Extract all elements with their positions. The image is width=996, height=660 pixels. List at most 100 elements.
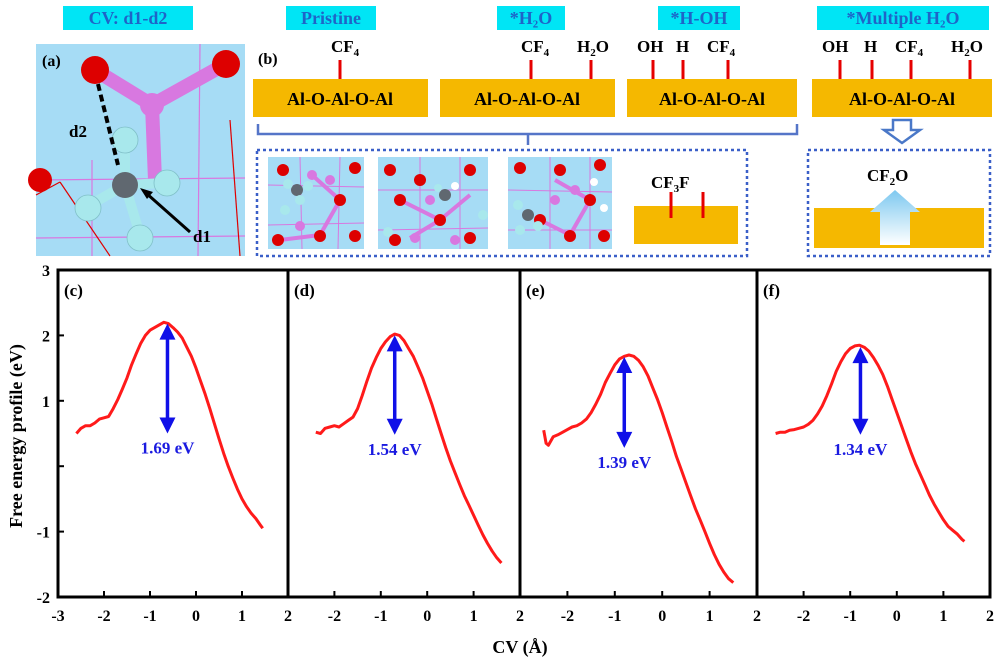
- d2-dashed-line: [96, 83, 120, 166]
- oxygen-atom: [212, 50, 240, 78]
- panel-b-label: (b): [258, 51, 278, 68]
- species-oh: OH: [637, 37, 663, 56]
- x-tick-label: -1: [844, 608, 857, 625]
- y-axis-label: Free energy profile (eV): [6, 344, 27, 528]
- al-o-bond-3: [145, 104, 162, 181]
- x-tick-label: 0: [658, 608, 666, 625]
- y-tick-label: 3: [42, 263, 50, 280]
- barrier-arrowhead-down: [386, 418, 403, 435]
- barrier-arrowhead-up: [159, 323, 176, 340]
- slab: [812, 79, 992, 117]
- x-tick-label: 2: [986, 608, 994, 625]
- up-arrow: [870, 190, 920, 245]
- d1-arrow: [145, 191, 191, 234]
- slab-multi: OH H CF4 H2O Al-O-Al-O-Al: [812, 37, 992, 117]
- y-tick-label: 1: [42, 394, 50, 411]
- species-oh: OH: [822, 37, 848, 56]
- product-cf2o-label: CF2O: [867, 166, 908, 188]
- panel-label: (c): [64, 281, 83, 300]
- hoh-label-bg: [658, 6, 740, 30]
- species-h: H: [676, 37, 689, 56]
- slab-h2o: CF4 H2O Al-O-Al-O-Al: [440, 37, 615, 117]
- dotted-box-products: [255, 148, 749, 258]
- energy-curve: [775, 343, 966, 543]
- structure-thumbnail-3: [507, 157, 613, 249]
- species-cf4: CF4: [895, 37, 924, 59]
- barrier-arrowhead-up: [616, 356, 633, 373]
- carbon-atom: [112, 172, 138, 198]
- x-tick-label: 0: [893, 608, 901, 625]
- barrier-arrowhead-down: [616, 431, 633, 448]
- panel-a-label: (a): [42, 53, 61, 70]
- x-tick-label: 1: [706, 608, 714, 625]
- x-tick-label: 2: [753, 608, 761, 625]
- energy-curve: [542, 353, 735, 584]
- species-h: H: [864, 37, 877, 56]
- x-tick-label: 0: [423, 608, 431, 625]
- x-tick-label: 1: [470, 608, 478, 625]
- barrier-arrowhead-down: [159, 417, 176, 434]
- x-tick-label: 2: [284, 608, 292, 625]
- x-tick-label: -2: [797, 608, 810, 625]
- panel-a: (a) d2 d1: [28, 43, 246, 257]
- slab-text: Al-O-Al-O-Al: [474, 89, 580, 109]
- pristine-label-bg: [286, 6, 376, 30]
- slab-hoh: OH H CF4 Al-O-Al-O-Al: [627, 37, 797, 117]
- bracket: [256, 124, 799, 145]
- species-cf4: CF4: [707, 37, 736, 59]
- slab: [253, 79, 428, 117]
- hoh-label: *H-OH: [671, 8, 728, 28]
- x-tick-label: -2: [97, 608, 110, 625]
- product-cf3f: CF3F: [634, 173, 738, 244]
- barrier-arrowhead-up: [852, 347, 869, 364]
- oxygen-atom: [28, 168, 52, 192]
- x-tick-label: 1: [939, 608, 947, 625]
- x-tick-label: 0: [192, 608, 200, 625]
- species-cf4: CF4: [331, 37, 360, 59]
- slab: [440, 79, 615, 117]
- x-tick-label: -2: [561, 608, 574, 625]
- barrier-arrowhead-down: [852, 418, 869, 435]
- dotted-box-cf2o: [806, 148, 992, 258]
- energy-curve: [315, 332, 503, 564]
- x-tick-label: -1: [143, 608, 156, 625]
- multi-label-bg: [817, 6, 989, 30]
- h2o-label: *H₂O: [510, 8, 552, 28]
- cv-label-bg: [63, 6, 193, 30]
- barrier-label: 1.69 eV: [141, 439, 196, 458]
- slab-text: Al-O-Al-O-Al: [287, 89, 393, 109]
- product-cf2o: CF2O: [814, 166, 984, 248]
- x-tick-label: -3: [51, 608, 64, 625]
- d2-label: d2: [69, 122, 87, 141]
- y-tick-label: -2: [37, 590, 50, 607]
- slab-text: Al-O-Al-O-Al: [659, 89, 765, 109]
- barrier-label: 1.39 eV: [597, 453, 652, 472]
- oxygen-atom: [81, 56, 109, 84]
- panel-b: (b) CF4 Al-O-Al-O-Al CF4 H2O Al-O-Al-O-A…: [253, 37, 992, 258]
- down-arrow: [880, 118, 924, 145]
- barrier-label: 1.34 eV: [834, 440, 889, 459]
- barrier-label: 1.54 eV: [368, 440, 423, 459]
- panel-label: (e): [526, 281, 545, 300]
- y-tick-label: -1: [37, 525, 50, 542]
- x-tick-label: 1: [238, 608, 246, 625]
- x-axis-label: CV (Å): [492, 637, 547, 658]
- slab: [634, 206, 738, 244]
- h2o-label-bg: [497, 6, 565, 30]
- structure-thumbnail-1: [267, 156, 365, 250]
- d1-label: d1: [193, 227, 211, 246]
- y-tick-label: 2: [42, 328, 50, 345]
- multi-label: *Multiple H₂O: [847, 8, 960, 28]
- species-cf4: CF4: [521, 37, 550, 59]
- fluorine-atom: [74, 194, 102, 222]
- plot-frame: [286, 268, 522, 599]
- species-h2o: H2O: [577, 37, 609, 59]
- d1-arrowhead: [140, 188, 153, 199]
- cv-label: CV: d1-d2: [89, 8, 168, 28]
- species-h2o: H2O: [951, 37, 983, 59]
- x-tick-label: -1: [608, 608, 621, 625]
- aluminum-atom: [140, 93, 164, 117]
- charts: 321-1-2-3 -2 -1 0 1 21.69 eV(c)-2 -1 0 1 21.54 eV…: [37, 263, 994, 625]
- slab-pristine: CF4 Al-O-Al-O-Al: [253, 37, 428, 117]
- x-tick-label: 2: [516, 608, 524, 625]
